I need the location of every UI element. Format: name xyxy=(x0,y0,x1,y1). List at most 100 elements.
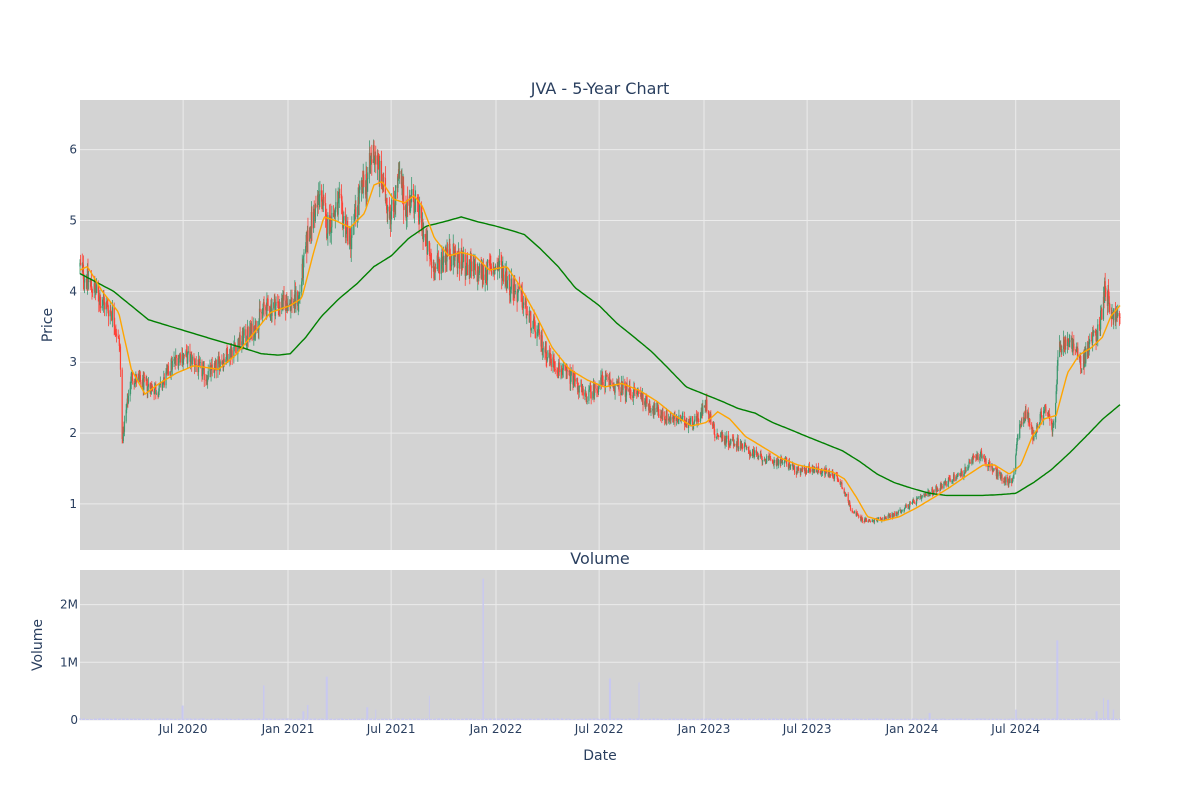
volume-bar xyxy=(283,718,285,720)
volume-bar xyxy=(345,719,347,720)
volume-bar xyxy=(330,718,332,720)
candle-up xyxy=(298,293,300,297)
candle-down xyxy=(375,155,377,165)
candle-up xyxy=(593,383,596,396)
volume-bar xyxy=(681,719,683,720)
volume-bar xyxy=(481,719,483,720)
candle-down xyxy=(1067,338,1069,340)
volume-bar xyxy=(461,718,463,720)
candle-down xyxy=(775,460,777,466)
candle-up xyxy=(1061,349,1063,353)
volume-bar xyxy=(834,718,835,720)
volume-bar xyxy=(561,718,563,720)
volume-bar xyxy=(183,718,185,720)
candle-down xyxy=(574,373,576,379)
candle-down xyxy=(991,466,993,472)
candle-down xyxy=(1094,330,1097,334)
volume-bar xyxy=(171,718,173,720)
volume-bar xyxy=(178,718,180,720)
volume-bar xyxy=(860,719,862,720)
volume-bar xyxy=(357,718,358,720)
candle-down xyxy=(841,487,844,489)
volume-bar xyxy=(678,718,680,720)
volume-bar xyxy=(422,719,424,720)
volume-bar xyxy=(657,718,659,720)
volume-bar xyxy=(983,718,985,720)
candle-down xyxy=(1108,296,1110,304)
candle-up xyxy=(542,348,544,350)
volume-bar xyxy=(149,719,151,720)
candle-down xyxy=(433,265,435,279)
candle-down xyxy=(1105,287,1107,295)
volume-bar xyxy=(876,718,878,720)
volume-bar xyxy=(178,719,180,720)
candle-down xyxy=(1051,420,1053,425)
volume-bar xyxy=(633,718,635,720)
volume-bar xyxy=(365,719,366,720)
volume-bar xyxy=(618,719,619,720)
volume-bar xyxy=(796,718,798,720)
candle-up xyxy=(1056,384,1058,392)
volume-bar xyxy=(126,718,128,720)
candle-up xyxy=(1104,281,1106,303)
volume-bar xyxy=(505,719,507,720)
volume-bar xyxy=(402,719,403,720)
volume-bar xyxy=(712,719,713,720)
volume-bar xyxy=(785,718,787,720)
volume-bar xyxy=(305,718,307,720)
volume-bar xyxy=(510,719,512,720)
volume-bar xyxy=(79,718,81,720)
volume-bar xyxy=(784,718,786,720)
candle-up xyxy=(501,269,503,279)
candle-down xyxy=(949,478,951,482)
volume-bar xyxy=(598,719,600,720)
volume-bar xyxy=(961,718,963,720)
volume-bar xyxy=(483,578,484,720)
volume-bar xyxy=(246,718,248,720)
volume-bar xyxy=(815,719,817,720)
candle-down xyxy=(837,479,839,480)
candle-down xyxy=(995,468,997,470)
candle-up xyxy=(199,362,201,364)
candle-down xyxy=(118,336,120,338)
volume-bar xyxy=(980,719,982,720)
volume-bar xyxy=(888,719,890,720)
volume-bar xyxy=(289,719,291,720)
candle-up xyxy=(469,259,471,277)
candle-down xyxy=(645,395,648,397)
candle-up xyxy=(473,265,475,270)
candle-up xyxy=(1066,338,1069,346)
candle-down xyxy=(82,264,85,280)
volume-bar xyxy=(379,718,381,720)
volume-bar xyxy=(1072,719,1074,720)
volume-bar xyxy=(630,718,632,720)
candle-down xyxy=(106,302,108,304)
candle-up xyxy=(374,157,376,161)
candle-down xyxy=(824,468,826,475)
candle-up xyxy=(1052,425,1054,428)
candle-down xyxy=(800,469,803,471)
volume-bar xyxy=(821,718,823,720)
volume-bar xyxy=(573,719,574,720)
candle-down xyxy=(193,356,195,361)
volume-bar xyxy=(701,718,703,720)
volume-bar xyxy=(111,719,113,720)
volume-bar xyxy=(656,718,658,720)
candle-down xyxy=(580,385,583,388)
candle-up xyxy=(1019,424,1021,438)
volume-bar xyxy=(1049,718,1051,720)
volume-bar xyxy=(608,678,610,720)
candle-down xyxy=(666,410,668,421)
candle-up xyxy=(509,294,511,296)
volume-bar xyxy=(681,718,683,720)
candle-up xyxy=(609,380,612,386)
candle-down xyxy=(155,386,157,394)
volume-bar xyxy=(865,718,867,720)
volume-bar xyxy=(1048,718,1050,720)
volume-bar xyxy=(600,719,602,720)
volume-bar xyxy=(351,718,353,720)
volume-bar xyxy=(766,718,768,720)
volume-bar xyxy=(788,718,790,720)
candle-down xyxy=(309,227,311,239)
candle-down xyxy=(1004,477,1006,481)
